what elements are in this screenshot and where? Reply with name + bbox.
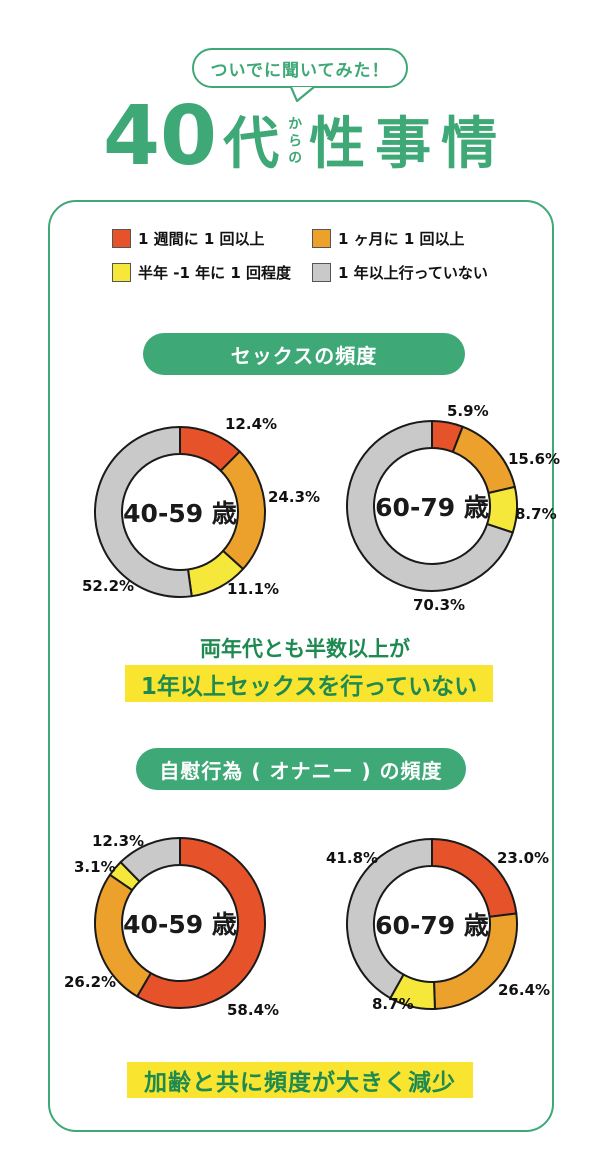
donut-segment-label: 26.2% (64, 973, 117, 991)
donut-segment-label: 8.7% (515, 505, 557, 523)
donut-segment-label: 52.2% (82, 577, 135, 595)
donut-rings (94, 426, 266, 598)
legend-item-half-year: 半年 -1 年に 1 回程度 (112, 262, 312, 283)
donut-segment-label: 12.3% (92, 832, 145, 850)
donut-center-label: 40-59 歳 (123, 499, 237, 528)
legend-item-weekly: 1 週間に 1 回以上 (112, 228, 312, 249)
speech-bubble-tail-icon (289, 86, 316, 103)
donut-segment-label: 26.4% (498, 981, 551, 999)
title-number: 40 (102, 88, 218, 184)
title-main: 性事情 (309, 111, 508, 177)
legend-label: 1 ヶ月に 1 回以上 (338, 230, 465, 248)
legend: 1 週間に 1 回以上 1 ヶ月に 1 回以上 半年 -1 年に 1 回程度 1… (112, 228, 488, 283)
donut-segment-label: 12.4% (225, 415, 278, 433)
donut-chart-sex-40-59: 40-59 歳 12.4% 24.3% 11.1% 52.2% (80, 412, 320, 612)
conclusion-masturbation-highlight: 加齢と共に頻度が大きく減少 (127, 1062, 473, 1098)
legend-label: 1 週間に 1 回以上 (138, 230, 265, 248)
legend-item-over-year: 1 年以上行っていない (312, 262, 488, 283)
legend-swatch-monthly (312, 229, 331, 248)
donut-segment-label: 5.9% (447, 402, 489, 420)
legend-swatch-half-year (112, 263, 131, 282)
legend-swatch-over-year (312, 263, 331, 282)
donut-segment-label: 23.0% (497, 849, 550, 867)
donut-rings (345, 838, 518, 1010)
donut-rings (346, 420, 519, 592)
donut-center-label: 60-79 歳 (375, 493, 489, 522)
donut-segment-label: 24.3% (268, 488, 321, 506)
conclusion-sex-highlight: 1年以上セックスを行っていない (125, 665, 493, 702)
legend-label: 1 年以上行っていない (338, 264, 488, 282)
content-card (48, 200, 554, 1132)
donut-center-label: 40-59 歳 (123, 910, 237, 939)
donut-center-label: 60-79 歳 (375, 911, 489, 940)
donut-segment-label: 58.4% (227, 1001, 280, 1019)
title-karano: からの (286, 116, 303, 167)
donut-chart-masturbation-40-59: 40-59 歳 58.4% 26.2% 3.1% 12.3% (64, 823, 280, 1023)
donut-segment-label: 41.8% (326, 849, 379, 867)
section-heading-masturbation-frequency: 自慰行為 ( オナニー ) の頻度 (136, 748, 466, 790)
donut-segment-label: 11.1% (227, 580, 280, 598)
legend-swatch-weekly (112, 229, 131, 248)
section-heading-sex-frequency: セックスの頻度 (143, 333, 465, 375)
donut-segment-label: 3.1% (74, 858, 116, 876)
speech-bubble-text: ついでに聞いてみた！ (210, 60, 390, 81)
donut-segment-label: 8.7% (372, 995, 414, 1013)
page-title: 40 代 からの 性事情 (0, 88, 610, 184)
speech-bubble: ついでに聞いてみた！ (192, 48, 408, 88)
donut-chart-masturbation-60-79: 60-79 歳 23.0% 26.4% 8.7% 41.8% (326, 824, 550, 1024)
donut-segment-label: 70.3% (413, 596, 466, 614)
conclusion-sex-line1: 両年代とも半数以上が (200, 637, 410, 661)
legend-label: 半年 -1 年に 1 回程度 (138, 264, 291, 282)
donut-rings (94, 837, 266, 1009)
legend-item-monthly: 1 ヶ月に 1 回以上 (312, 228, 488, 249)
donut-chart-sex-60-79: 60-79 歳 5.9% 15.6% 8.7% 70.3% (332, 402, 560, 614)
donut-segment-label: 15.6% (508, 450, 561, 468)
title-dai: 代 (223, 111, 280, 177)
